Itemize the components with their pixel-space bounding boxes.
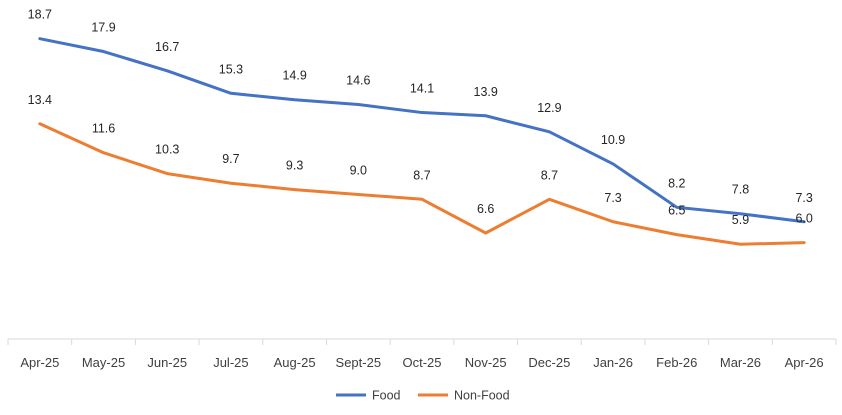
data-label: 5.9: [732, 213, 749, 227]
data-label: 18.7: [28, 8, 52, 22]
x-tick-label: Feb-26: [656, 355, 697, 370]
data-label: 9.7: [222, 152, 239, 166]
x-tick-label: Jan-26: [593, 355, 633, 370]
data-label: 14.1: [410, 82, 434, 96]
data-label: 13.4: [28, 93, 52, 107]
data-label: 6.0: [795, 212, 812, 226]
data-label: 10.9: [601, 133, 625, 147]
x-tick-label: Dec-25: [528, 355, 570, 370]
data-label: 17.9: [91, 21, 115, 35]
series-lines: [38, 37, 806, 246]
data-label: 11.6: [92, 122, 115, 136]
legend: Food Non-Food: [336, 389, 510, 403]
x-tick-label: Jul-25: [213, 355, 248, 370]
data-label: 8.2: [668, 176, 685, 190]
x-tick-label: Oct-25: [402, 355, 441, 370]
x-tick-label: Apr-25: [20, 355, 59, 370]
data-label: 12.9: [537, 101, 561, 115]
legend-label: Food: [372, 389, 401, 403]
x-tick-label: Aug-25: [274, 355, 316, 370]
x-tick-label: Jun-25: [147, 355, 187, 370]
data-label: 9.0: [350, 163, 367, 177]
data-label: 7.8: [732, 183, 749, 197]
data-label: 6.6: [477, 202, 494, 216]
data-label: 15.3: [219, 62, 243, 76]
data-label: 6.5: [668, 204, 685, 218]
data-label: 13.9: [474, 85, 498, 99]
x-tick-label: Sept-25: [336, 355, 382, 370]
data-label: 7.3: [604, 191, 621, 205]
series-line-food: [38, 37, 806, 224]
x-tick-label: Nov-25: [465, 355, 507, 370]
data-label: 9.3: [286, 159, 303, 173]
data-label: 14.6: [346, 74, 370, 88]
data-label: 16.7: [155, 40, 179, 54]
x-axis: Apr-25 May-25 Jun-25 Jul-25 Aug-25 Sept-25 Oct…: [7, 338, 837, 370]
data-label: 10.3: [155, 143, 179, 157]
legend-label: Non-Food: [454, 389, 510, 403]
data-labels: 18.7 17.9 16.7 15.3 14.9 14.6 14.1 13.9 12.9 10.9…: [28, 8, 813, 228]
x-tick-label: Mar-26: [720, 355, 761, 370]
data-label: 14.9: [282, 69, 306, 83]
data-label: 8.7: [413, 168, 430, 182]
series-line-non-food: [38, 122, 806, 246]
x-tick-label: May-25: [82, 355, 125, 370]
x-tick-label: Apr-26: [785, 355, 824, 370]
data-label: 7.3: [795, 191, 812, 205]
data-label: 8.7: [541, 168, 558, 182]
